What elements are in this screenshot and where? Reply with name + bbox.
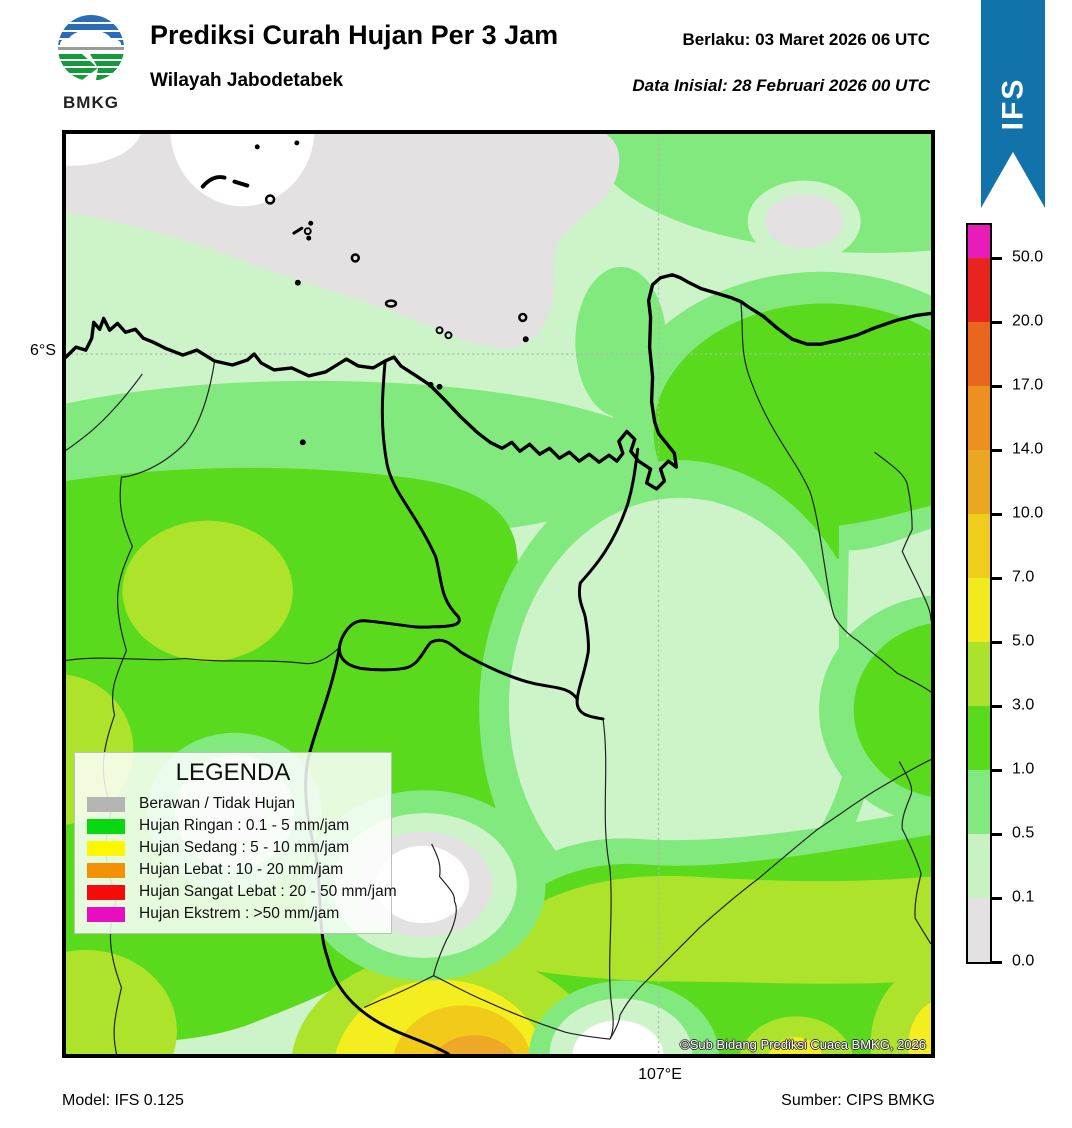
- colorbar-tick: [991, 321, 1002, 324]
- rainfall-colorbar: 50.0 20.0 17.0 14.0 10.0 7.0 5.0 3.0 1.0 0.5 0.1 0.…: [966, 223, 1070, 983]
- bmkg-logo: BMKG: [52, 10, 130, 112]
- legend-swatch: [87, 862, 125, 878]
- colorbar-tick-label: 10.0: [1012, 504, 1044, 522]
- colorbar-tick-label: 14.0: [1012, 440, 1044, 458]
- colorbar-tick-label: 0.0: [1012, 952, 1035, 970]
- legend-item: Hujan Lebat : 10 - 20 mm/jam: [83, 859, 383, 881]
- islands: [200, 140, 529, 446]
- colorbar-tick-label: 17.0: [1012, 376, 1044, 394]
- colorbar-tick-label: 3.0: [1012, 696, 1035, 714]
- legend-item: Hujan Ringan : 0.1 - 5 mm/jam: [83, 815, 383, 837]
- colorbar-tick: [991, 705, 1002, 708]
- colorbar-segment: [968, 642, 990, 706]
- colorbar-segment: [968, 898, 990, 962]
- coastline: [66, 273, 931, 491]
- colorbar-tick: [991, 897, 1002, 900]
- colorbar-tick: [991, 641, 1002, 644]
- bmkg-logo-label: BMKG: [63, 93, 119, 112]
- colorbar-tick: [991, 257, 1002, 260]
- legend-item: Hujan Sangat Lebat : 20 - 50 mm/jam: [83, 881, 397, 903]
- model-ribbon: IFS: [981, 0, 1045, 208]
- colorbar-segment: [968, 514, 990, 578]
- legend-item: Berawan / Tidak Hujan: [83, 793, 383, 815]
- legend-label: Hujan Lebat : 10 - 20 mm/jam: [139, 861, 344, 878]
- colorbar-segment: [968, 386, 990, 450]
- colorbar-tick: [991, 961, 1002, 964]
- colorbar-tick: [991, 385, 1002, 388]
- colorbar-tick-label: 20.0: [1012, 312, 1044, 330]
- colorbar-segment: [968, 706, 990, 770]
- colorbar-segment: [968, 225, 990, 258]
- longitude-tick-label: 107°E: [638, 1066, 682, 1083]
- legend-label: Hujan Sedang : 5 - 10 mm/jam: [139, 839, 350, 856]
- legend-label: Hujan Ekstrem : >50 mm/jam: [139, 905, 340, 922]
- colorbar-segment: [968, 258, 990, 322]
- colorbar-tick-label: 5.0: [1012, 632, 1035, 650]
- graticule: [66, 134, 931, 1054]
- colorbar-tick-label: 7.0: [1012, 568, 1035, 586]
- colorbar-tick: [991, 833, 1002, 836]
- colorbar-tick-label: 50.0: [1012, 248, 1044, 266]
- colorbar-tick-label: 0.5: [1012, 824, 1035, 842]
- page-title: Prediksi Curah Hujan Per 3 Jam: [150, 20, 559, 50]
- colorbar-tick: [991, 513, 1002, 516]
- colorbar-tick-label: 1.0: [1012, 760, 1035, 778]
- model-ribbon-label: IFS: [995, 77, 1029, 131]
- source-label: Sumber: CIPS BMKG: [781, 1092, 935, 1109]
- colorbar-segment: [968, 770, 990, 834]
- page-subtitle: Wilayah Jabodetabek: [150, 70, 344, 91]
- legend-label: Berawan / Tidak Hujan: [139, 795, 295, 812]
- legend-swatch: [87, 796, 125, 812]
- colorbar-tick: [991, 769, 1002, 772]
- rainfall-map: LEGENDA Berawan / Tidak Hujan Hujan Ringa…: [62, 130, 935, 1058]
- legend-swatch: [87, 818, 125, 834]
- legend-swatch: [87, 840, 125, 856]
- colorbar-tick: [991, 577, 1002, 580]
- legend-swatch: [87, 906, 125, 922]
- colorbar-segment: [968, 322, 990, 386]
- copyright-note: ©Sub Bidang Prediksi Cuaca BMKG, 2026: [680, 1037, 926, 1052]
- valid-time-label: Berlaku: 03 Maret 2026 06 UTC: [682, 30, 930, 49]
- latitude-tick-label: 6°S: [30, 342, 56, 359]
- legend-label: Hujan Sangat Lebat : 20 - 50 mm/jam: [139, 883, 397, 900]
- legend-box: LEGENDA Berawan / Tidak Hujan Hujan Ringa…: [74, 752, 397, 934]
- legend-title: LEGENDA: [175, 759, 291, 786]
- colorbar-segment: [968, 450, 990, 514]
- bmkg-logo-icon: [58, 15, 124, 81]
- colorbar-tick: [991, 449, 1002, 452]
- model-label: Model: IFS 0.125: [62, 1092, 184, 1109]
- legend-item: Hujan Ekstrem : >50 mm/jam: [83, 903, 383, 925]
- legend-swatch: [87, 884, 125, 900]
- legend-item: Hujan Sedang : 5 - 10 mm/jam: [83, 837, 383, 859]
- legend-label: Hujan Ringan : 0.1 - 5 mm/jam: [139, 817, 350, 834]
- colorbar-segment: [968, 834, 990, 898]
- colorbar-tick-label: 0.1: [1012, 888, 1035, 906]
- initial-data-label: Data Inisial: 28 Februari 2026 00 UTC: [632, 76, 930, 95]
- district-boundaries: [66, 301, 931, 1054]
- colorbar-segment: [968, 578, 990, 642]
